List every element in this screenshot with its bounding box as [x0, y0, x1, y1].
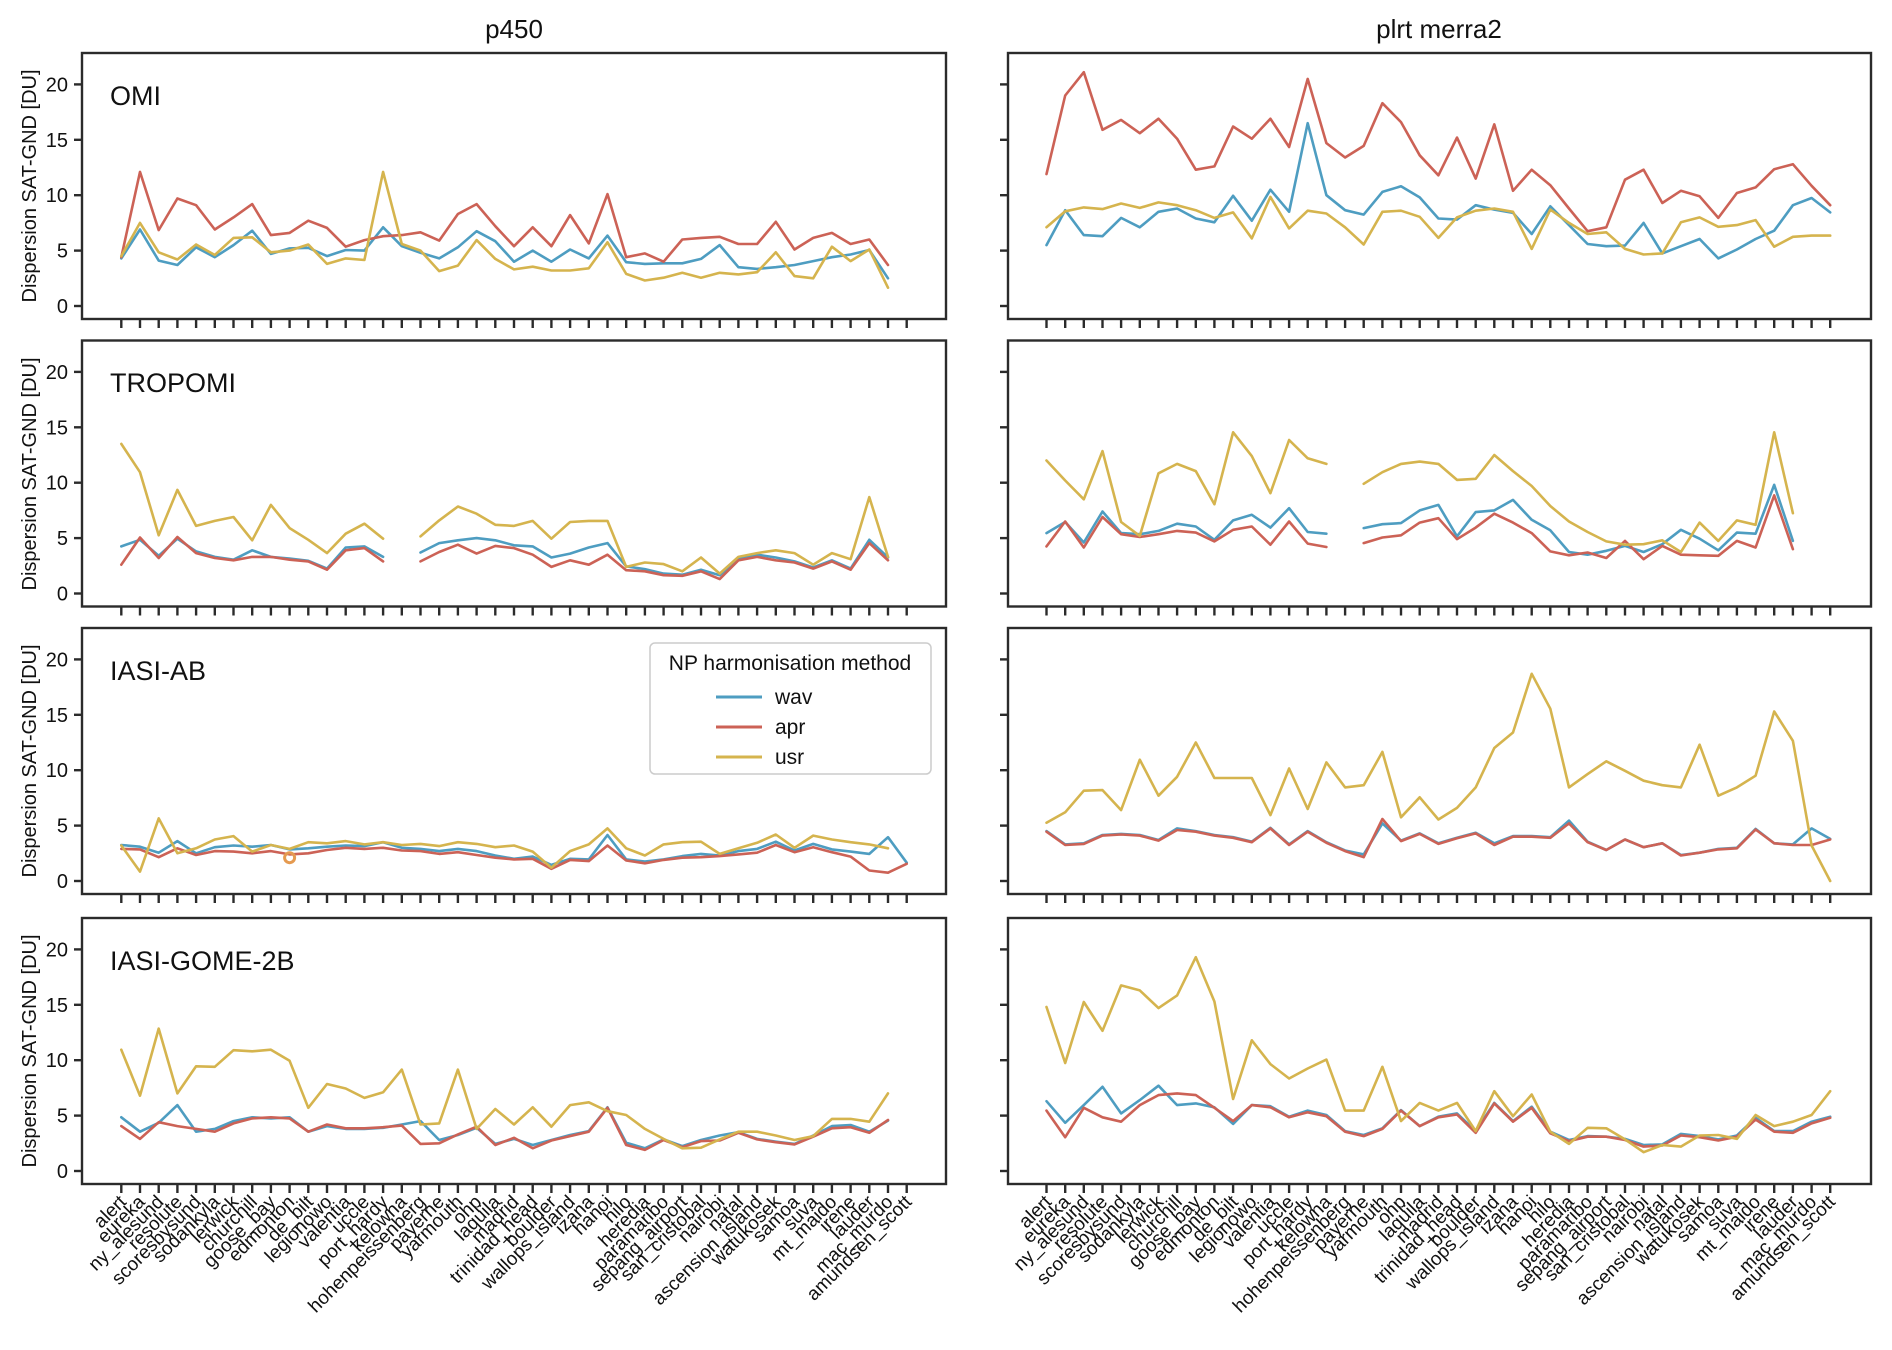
- svg-text:10: 10: [46, 473, 68, 495]
- svg-text:5: 5: [57, 241, 68, 263]
- svg-text:20: 20: [46, 939, 68, 961]
- svg-text:0: 0: [57, 871, 68, 893]
- svg-text:10: 10: [46, 1050, 68, 1072]
- svg-text:IASI-GOME-2B: IASI-GOME-2B: [110, 946, 295, 976]
- svg-text:20: 20: [46, 649, 68, 671]
- svg-text:Dispersion SAT-GND [DU]: Dispersion SAT-GND [DU]: [19, 934, 41, 1167]
- svg-text:0: 0: [57, 584, 68, 606]
- svg-text:p450: p450: [485, 14, 543, 44]
- svg-text:Dispersion SAT-GND [DU]: Dispersion SAT-GND [DU]: [19, 357, 41, 590]
- svg-text:5: 5: [57, 816, 68, 838]
- svg-text:OMI: OMI: [110, 81, 161, 111]
- svg-text:apr: apr: [775, 716, 805, 739]
- svg-text:IASI-AB: IASI-AB: [110, 656, 206, 686]
- svg-text:15: 15: [46, 995, 68, 1017]
- svg-text:NP harmonisation method: NP harmonisation method: [669, 652, 911, 675]
- svg-text:15: 15: [46, 705, 68, 727]
- svg-text:5: 5: [57, 528, 68, 550]
- svg-text:usr: usr: [775, 746, 804, 769]
- svg-text:10: 10: [46, 760, 68, 782]
- svg-text:plrt merra2: plrt merra2: [1376, 14, 1502, 44]
- svg-text:0: 0: [57, 296, 68, 318]
- svg-text:wav: wav: [774, 686, 813, 709]
- svg-text:10: 10: [46, 185, 68, 207]
- svg-text:Dispersion SAT-GND [DU]: Dispersion SAT-GND [DU]: [19, 644, 41, 877]
- svg-text:15: 15: [46, 417, 68, 439]
- svg-text:15: 15: [46, 130, 68, 152]
- svg-text:0: 0: [57, 1161, 68, 1183]
- svg-text:TROPOMI: TROPOMI: [110, 368, 236, 398]
- svg-text:20: 20: [46, 74, 68, 96]
- svg-text:20: 20: [46, 362, 68, 384]
- svg-text:5: 5: [57, 1106, 68, 1128]
- svg-text:Dispersion SAT-GND [DU]: Dispersion SAT-GND [DU]: [19, 69, 41, 302]
